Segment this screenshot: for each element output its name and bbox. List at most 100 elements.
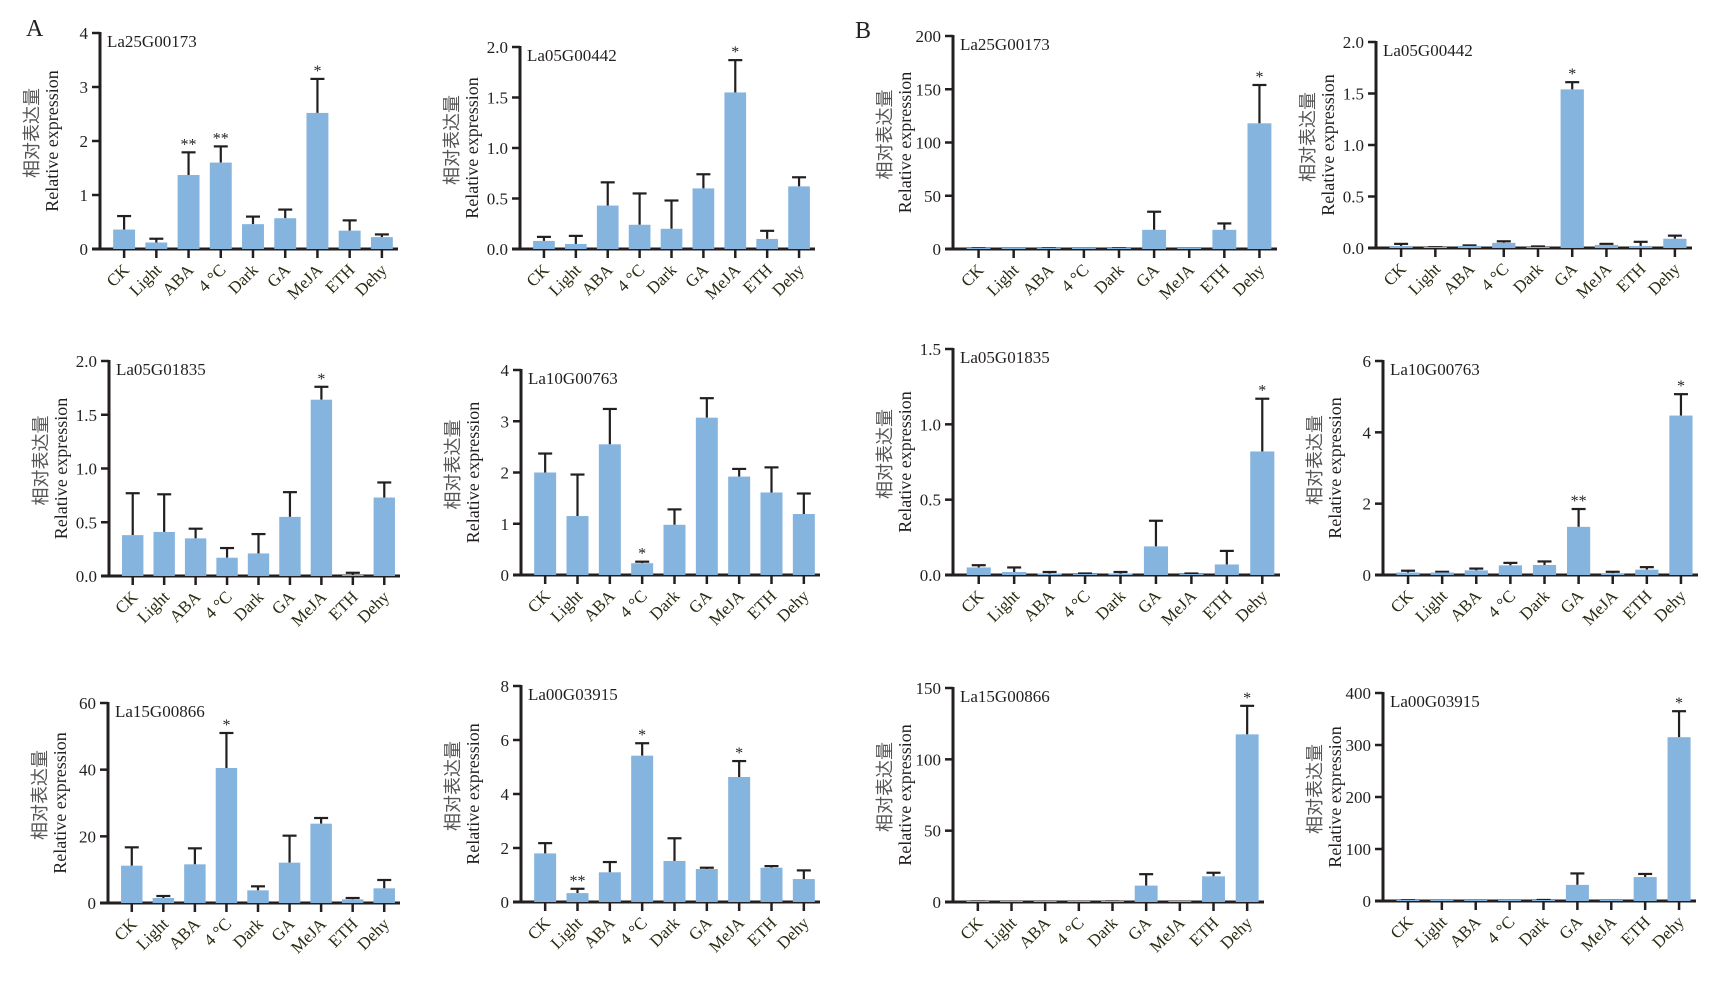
y-axis-label-cn: 相对表达量: [1305, 415, 1326, 505]
bar-Dehy: [1663, 238, 1687, 248]
bar-MeJA: [724, 92, 747, 249]
bar-GA: [1565, 884, 1589, 901]
y-tick-label: 0: [1363, 566, 1372, 585]
gene-title: La10G00763: [528, 369, 618, 388]
y-tick-label: 2.0: [487, 38, 508, 57]
category-label: ETH: [739, 260, 776, 297]
bar-4 °C: [1492, 242, 1516, 248]
y-tick-label: 0.5: [76, 513, 97, 532]
category-label: Dark: [1090, 260, 1128, 298]
category-label: ABA: [1015, 913, 1054, 952]
category-label: Dark: [646, 586, 684, 624]
gene-title: La15G00866: [960, 687, 1050, 706]
bar-Dark: [247, 553, 270, 576]
bar-Dehy: [792, 514, 815, 575]
significance-marker: *: [1568, 66, 1576, 83]
y-tick-label: 50: [924, 187, 941, 206]
category-label: ABA: [580, 913, 619, 952]
y-tick-label: 1.0: [487, 139, 508, 158]
y-tick-label: 1: [80, 186, 89, 205]
bar-4 °C: [1073, 574, 1098, 575]
y-tick-label: 150: [916, 679, 942, 698]
bar-ABA: [1464, 900, 1488, 901]
category-label: Light: [545, 260, 585, 300]
y-tick-label: 40: [79, 761, 96, 780]
category-label: ABA: [1020, 586, 1059, 625]
category-label: MeJA: [1579, 586, 1622, 629]
category-label: MeJA: [287, 587, 330, 630]
category-label: ETH: [1617, 912, 1654, 949]
y-tick-label: 1.0: [920, 415, 941, 434]
category-label: Dark: [224, 260, 262, 298]
significance-marker: *: [222, 717, 230, 734]
category-label: MeJA: [1577, 912, 1620, 955]
bar-MeJA: [310, 823, 332, 903]
bar-CK: [1396, 900, 1420, 901]
bar-Dark: [1101, 901, 1124, 902]
category-label: Light: [133, 914, 173, 954]
y-tick-label: 400: [1346, 684, 1372, 703]
category-label: ETH: [1199, 586, 1236, 623]
category-label: MeJA: [283, 260, 326, 303]
y-axis-label-cn: 相对表达量: [443, 420, 464, 510]
y-tick-label: 0: [88, 894, 97, 913]
y-tick-label: 300: [1346, 736, 1372, 755]
significance-marker: *: [1243, 690, 1251, 707]
y-tick-label: 1.0: [1343, 136, 1364, 155]
category-label: 4 °C: [194, 260, 229, 295]
bar-Dark: [663, 524, 686, 575]
bar-CK: [534, 472, 557, 575]
y-axis-label-en: Relative expression: [51, 398, 71, 539]
gene-title: La25G00173: [960, 35, 1050, 54]
y-tick-label: 2: [501, 464, 510, 483]
category-label: Dehy: [1232, 586, 1272, 626]
y-axis-label-cn: 相对表达量: [1305, 744, 1326, 834]
y-tick-label: 150: [916, 80, 942, 99]
gene-title: La00G03915: [528, 685, 618, 704]
significance-marker: *: [1675, 695, 1683, 712]
category-label: Light: [547, 586, 587, 626]
bar-CK: [1389, 245, 1413, 248]
category-label: 4 °C: [616, 586, 651, 621]
y-tick-label: 60: [79, 694, 96, 713]
bar-MeJA: [1601, 573, 1625, 575]
category-label: Dark: [229, 914, 267, 952]
y-tick-label: 3: [80, 78, 89, 97]
y-tick-label: 0.5: [487, 190, 508, 209]
y-tick-label: 20: [79, 827, 96, 846]
bar-ETH: [338, 230, 361, 249]
category-label: Dehy: [1217, 913, 1257, 953]
y-axis-label-en: Relative expression: [1325, 726, 1345, 867]
y-axis-label-cn: 相对表达量: [875, 409, 896, 499]
bar-MeJA: [1599, 900, 1623, 901]
category-label: ABA: [1440, 259, 1479, 298]
bar-MeJA: [728, 476, 751, 575]
significance-marker: *: [1258, 383, 1266, 400]
y-tick-label: 0: [80, 240, 89, 259]
bar-Light: [1000, 901, 1023, 902]
bar-Dehy: [370, 237, 393, 249]
gene-title: La05G00442: [527, 46, 617, 65]
bar-Light: [1430, 572, 1454, 575]
category-label: ETH: [1619, 586, 1656, 623]
bar-Dark: [1531, 900, 1556, 901]
category-label: ETH: [744, 586, 781, 623]
category-label: ETH: [322, 260, 359, 297]
category-label: MeJA: [701, 260, 744, 303]
significance-marker: **: [570, 873, 586, 890]
category-label: Light: [1405, 259, 1445, 299]
category-label: Light: [984, 586, 1024, 626]
category-label: Dehy: [768, 260, 808, 300]
y-tick-label: 0: [501, 566, 510, 585]
y-tick-label: 1.5: [76, 406, 97, 425]
bar-CK: [966, 901, 990, 902]
bar-ABA: [596, 205, 619, 249]
category-label: MeJA: [1157, 586, 1200, 629]
category-label: Dark: [230, 587, 268, 625]
bar-ETH: [1629, 245, 1653, 248]
bar-4 °C: [628, 224, 651, 249]
bar-Dehy: [1247, 123, 1272, 249]
y-tick-label: 200: [916, 27, 942, 46]
